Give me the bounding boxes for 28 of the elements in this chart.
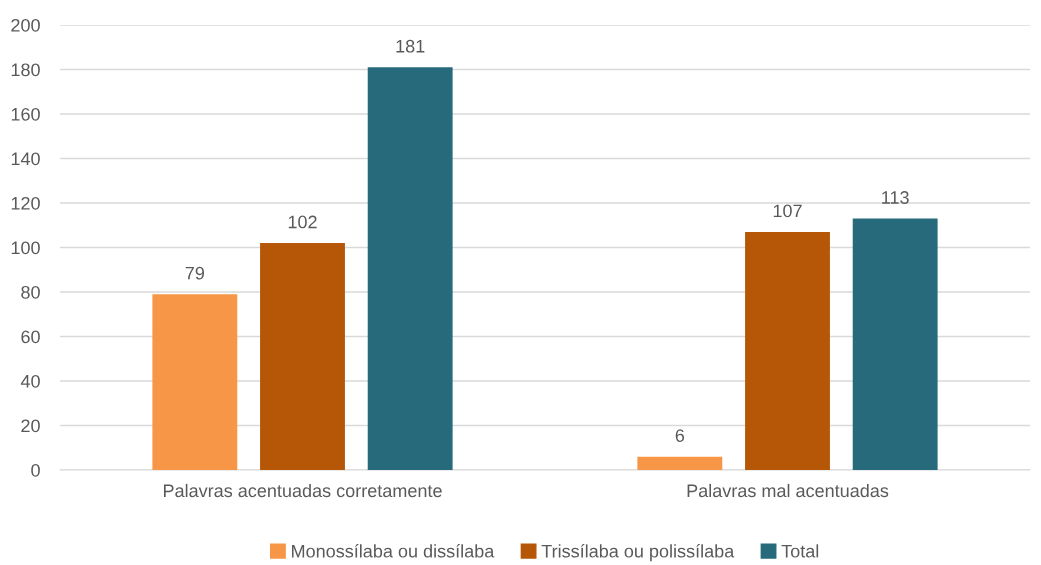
legend-label: Monossílaba ou dissílaba [292, 544, 495, 558]
bar [745, 231, 830, 470]
bar [367, 67, 453, 470]
y-tick-label: 100 [11, 241, 40, 255]
y-tick-label: 80 [21, 285, 40, 299]
data-label: 181 [396, 39, 425, 53]
y-tick-label: 140 [11, 152, 40, 166]
y-tick-label: 40 [20, 374, 40, 388]
x-tick-label: Palavras acentuadas corretamente [163, 483, 442, 498]
y-tick-label: 20 [21, 419, 40, 433]
legend-label: Trissílaba ou polissílaba [541, 544, 735, 562]
bar [152, 294, 238, 470]
x-tick-label: Palavras mal acentuadas [687, 483, 889, 498]
y-tick-label: 0 [31, 463, 40, 477]
bar [852, 218, 938, 470]
data-label: 79 [185, 266, 205, 280]
y-tick-label: 200 [11, 18, 40, 32]
legend-label: Total [781, 544, 819, 558]
y-tick-label: 60 [21, 330, 40, 344]
bar [637, 456, 723, 470]
data-label: 102 [288, 215, 317, 229]
y-tick-label: 160 [11, 107, 40, 121]
data-label: 113 [882, 191, 909, 204]
y-tick-label: 180 [11, 63, 40, 77]
data-label: 107 [773, 204, 802, 218]
y-tick-label: 120 [11, 196, 40, 210]
bar [260, 243, 345, 470]
data-label: 6 [675, 429, 685, 442]
